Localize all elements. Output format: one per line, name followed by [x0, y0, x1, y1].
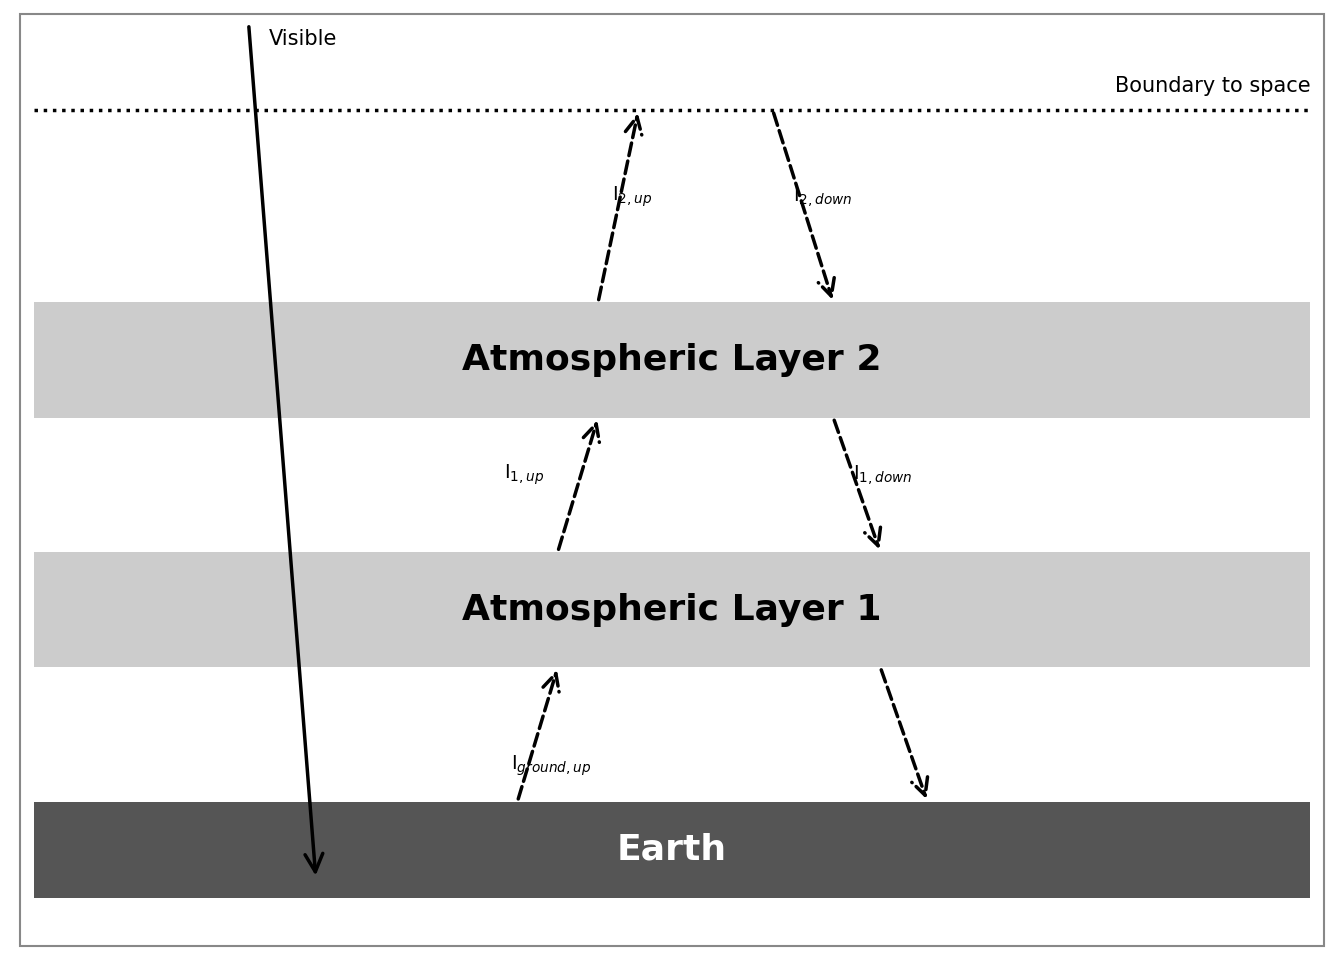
Text: I$_{2,up}$: I$_{2,up}$: [612, 184, 652, 209]
Text: Atmospheric Layer 2: Atmospheric Layer 2: [462, 343, 882, 377]
Text: Visible: Visible: [269, 29, 337, 49]
Text: I$_{1,up}$: I$_{1,up}$: [504, 463, 544, 488]
Text: I$_{ground,up}$: I$_{ground,up}$: [511, 754, 591, 779]
Bar: [34, 552, 1310, 667]
Text: Boundary to space: Boundary to space: [1114, 76, 1310, 96]
Text: Atmospheric Layer 1: Atmospheric Layer 1: [462, 592, 882, 627]
Bar: [34, 302, 1310, 418]
Text: I$_{2,down}$: I$_{2,down}$: [793, 185, 852, 208]
Bar: [34, 802, 1310, 898]
Text: I$_{1,down}$: I$_{1,down}$: [853, 464, 913, 487]
Text: Earth: Earth: [617, 832, 727, 867]
